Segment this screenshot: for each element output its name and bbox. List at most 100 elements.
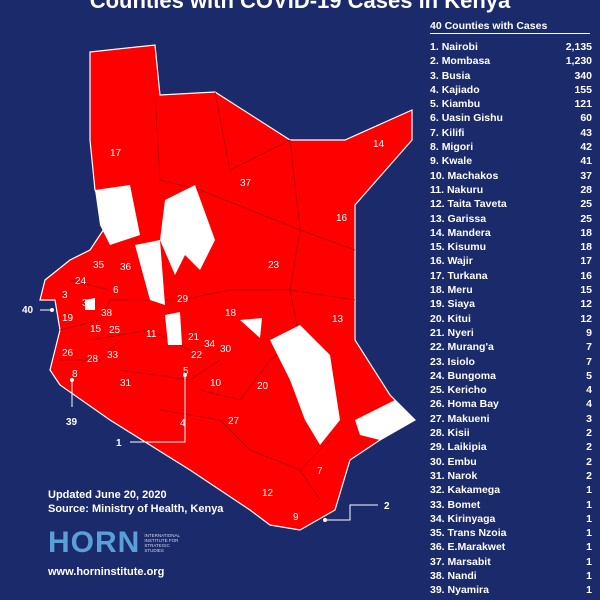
- county-rank: 22.: [430, 341, 445, 354]
- county-name: 21. Nyeri: [430, 326, 474, 340]
- website-link[interactable]: www.horninstitute.org: [48, 566, 165, 578]
- county-row: 17. Turkana 16: [430, 269, 592, 283]
- county-name: 37. Marsabit: [430, 555, 491, 569]
- county-name: 24. Bungoma: [430, 369, 496, 383]
- county-name: 30. Embu: [430, 455, 477, 469]
- list-header: 40 Counties with Cases: [430, 20, 590, 34]
- county-name: 35. Trans Nzoia: [430, 526, 506, 540]
- county-label: Turkana: [447, 269, 488, 282]
- county-row: 14. Mandera 18: [430, 226, 592, 240]
- county-number: 22: [191, 350, 203, 361]
- county-rank: 17.: [430, 269, 445, 282]
- county-label: Makueni: [447, 412, 490, 425]
- county-rank: 14.: [430, 226, 445, 239]
- county-name: 38. Nandi: [430, 569, 477, 583]
- county-number: 13: [332, 314, 344, 325]
- county-name: 5. Kiambu: [430, 97, 480, 111]
- county-number: 6: [113, 285, 119, 296]
- county-case-list: 1. Nairobi 2,135 2. Mombasa 1,230 3. Busia 34…: [430, 40, 592, 598]
- county-name: 18. Meru: [430, 283, 473, 297]
- county-label: Nandi: [447, 569, 477, 582]
- county-rank: 27.: [430, 412, 445, 425]
- county-rank: 10.: [430, 169, 445, 182]
- county-row: 18. Meru 15: [430, 283, 592, 297]
- county-rank: 20.: [430, 312, 445, 325]
- county-number: 16: [336, 213, 348, 224]
- county-number: 31: [120, 378, 132, 389]
- county-rank: 24.: [430, 369, 445, 382]
- county-cases: 28: [580, 183, 592, 196]
- county-name: 32. Kakamega: [430, 483, 500, 497]
- nyamira-dot: [70, 378, 74, 382]
- county-cases: 16: [580, 269, 592, 282]
- county-row: 31. Narok 2: [430, 469, 592, 483]
- county-cases: 42: [580, 141, 592, 154]
- county-cases: 4: [586, 398, 592, 411]
- county-rank: 11.: [430, 183, 445, 196]
- county-label: Mandera: [447, 226, 491, 239]
- county-label: Laikipia: [447, 441, 487, 454]
- county-label: Marsabit: [447, 555, 491, 568]
- county-number: 20: [257, 381, 269, 392]
- county-label: Nyamira: [447, 584, 489, 597]
- county-cases: 3: [586, 412, 592, 425]
- county-number: 18: [225, 308, 237, 319]
- county-rank: 36.: [430, 541, 445, 554]
- county-label: Busia: [441, 69, 471, 82]
- county-name: 31. Narok: [430, 469, 477, 483]
- county-number: 4: [180, 418, 186, 429]
- county-row: 15. Kisumu 18: [430, 240, 592, 254]
- county-name: 14. Mandera: [430, 226, 491, 240]
- county-rank: 29.: [430, 441, 445, 454]
- county-label: Kajiado: [441, 83, 480, 96]
- county-name: 2. Mombasa: [430, 54, 490, 68]
- county-cases: 2,135: [565, 41, 592, 53]
- county-row: 25. Kericho 4: [430, 383, 592, 397]
- county-row: 35. Trans Nzoia 1: [430, 526, 592, 540]
- source-text: Source: Ministry of Health, Kenya: [48, 503, 224, 515]
- kenya-map: 17 37 14 16 23 13 20 10 4 27 12 9 7 5 29…: [22, 44, 416, 531]
- county-rank: 4.: [430, 83, 439, 96]
- county-number: 19: [62, 313, 74, 324]
- county-rank: 30.: [430, 455, 445, 468]
- callout-busia: 40: [22, 305, 34, 316]
- county-label: Murang'a: [447, 341, 494, 354]
- county-row: 32. Kakamega 1: [430, 483, 592, 497]
- county-cases: 37: [580, 169, 592, 182]
- county-rank: 28.: [430, 427, 445, 440]
- county-rank: 21.: [430, 326, 445, 339]
- county-cases: 12: [580, 298, 592, 311]
- county-row: 33. Bomet 1: [430, 498, 592, 512]
- county-label: Kisii: [447, 427, 470, 440]
- county-number: 26: [62, 348, 74, 359]
- county-row: 12. Taita Taveta 25: [430, 197, 592, 211]
- county-row: 28. Kisii 2: [430, 426, 592, 440]
- county-row: 39. Nyamira 1: [430, 583, 592, 597]
- county-number: 10: [210, 378, 222, 389]
- county-row: 37. Marsabit 1: [430, 555, 592, 569]
- county-number: 3: [62, 290, 68, 301]
- county-row: 1. Nairobi 2,135: [430, 40, 592, 54]
- county-number: 25: [109, 325, 121, 336]
- county-rank: 8.: [430, 141, 439, 154]
- county-label: Trans Nzoia: [447, 527, 507, 540]
- county-row: 10. Machakos 37: [430, 169, 592, 183]
- county-name: 22. Murang'a: [430, 340, 494, 354]
- horn-logo: HORN INTERNATIONAL INSTITUTE FOR STRATEG…: [48, 526, 184, 560]
- county-rank: 18.: [430, 284, 445, 297]
- county-rank: 9.: [430, 155, 439, 168]
- county-name: 13. Garissa: [430, 212, 486, 226]
- county-cases: 2: [586, 441, 592, 454]
- county-row: 4. Kajiado 155: [430, 83, 592, 97]
- county-label: Wajir: [447, 255, 473, 268]
- county-number: 29: [177, 294, 189, 305]
- county-row: 2. Mombasa 1,230: [430, 54, 592, 68]
- county-row: 24. Bungoma 5: [430, 369, 592, 383]
- county-number: 5: [183, 366, 189, 377]
- county-number: 17: [110, 148, 122, 159]
- county-cases: 1: [586, 569, 592, 582]
- county-cases: 18: [580, 241, 592, 254]
- county-row: 3. Busia 340: [430, 69, 592, 83]
- county-label: Kericho: [447, 384, 487, 397]
- county-row: 19. Siaya 12: [430, 297, 592, 311]
